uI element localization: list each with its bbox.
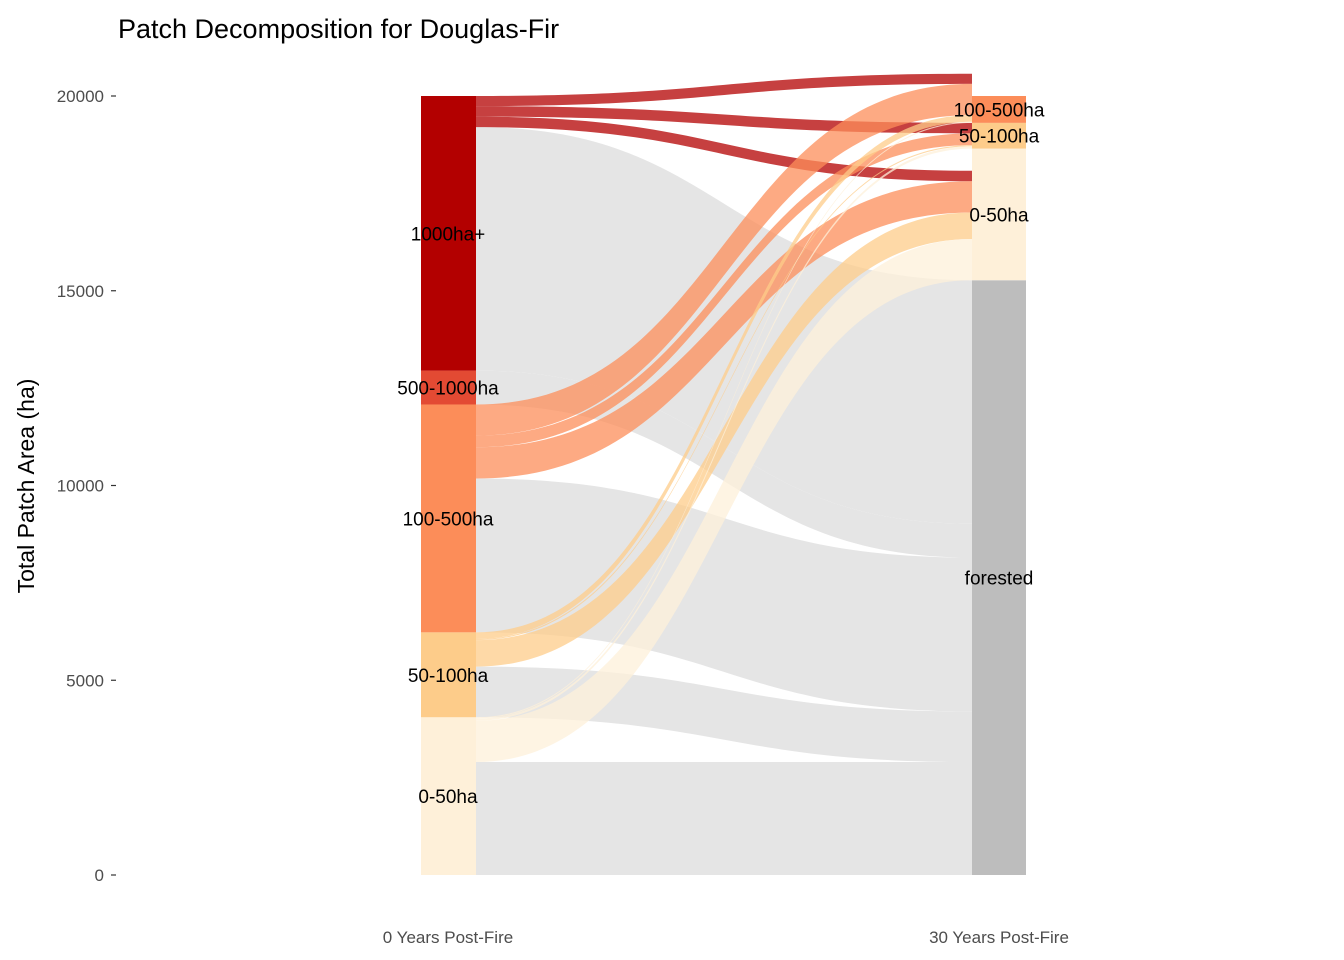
flow-100-500ha-to-100-500ha [476,83,972,436]
y-axis-title: Total Patch Area (ha) [13,379,39,594]
flows-layer [476,73,972,875]
flow-50-100ha-to-50-100ha [476,145,972,641]
y-tick-label: 20000 [57,87,104,106]
x-axis-label-0-years-post-fire: 0 Years Post-Fire [383,928,513,947]
flow-1000ha-to-100-500ha [476,73,972,107]
flow-500-1000ha-to-forested [476,370,972,558]
stratum-0-years-post-fire-100-500ha [421,404,476,633]
flow-0-50ha-to-0-50ha [476,238,972,763]
flow-100-500ha-to-50-100ha [476,133,972,448]
flow-0-50ha-to-100-500ha [476,121,972,719]
stratum-0-years-post-fire-0-50ha [421,717,476,875]
stratum-30-years-post-fire-50-100ha [972,122,1026,149]
flow-1000ha-to-0-50ha [476,116,972,182]
stratum-30-years-post-fire-forested [972,280,1026,875]
flow-100-500ha-to-forested [476,478,972,712]
stratum-label-30-years-post-fire-forested: forested [965,569,1034,590]
stratum-0-years-post-fire-1000ha [421,96,476,371]
flow-0-50ha-to-50-100ha [476,146,972,721]
stratum-30-years-post-fire-0-50ha [972,148,1026,281]
stratum-0-years-post-fire-500-1000ha [421,370,476,405]
stratum-30-years-post-fire-100-500ha [972,96,1026,123]
stratum-label-0-years-post-fire-1000ha: 1000ha+ [411,224,486,245]
flow-50-100ha-to-100-500ha [476,115,972,639]
y-tick-label: 0 [95,866,104,885]
stratum-label-0-years-post-fire-500-1000ha: 500-1000ha [397,379,499,400]
flow-50-100ha-to-0-50ha [476,212,972,667]
x-axis: 0 Years Post-Fire 30 Years Post-Fire [383,928,1069,947]
y-tick-label: 5000 [66,671,104,690]
y-tick-label: 15000 [57,282,104,301]
chart-title: Patch Decomposition for Douglas-Fir [118,14,559,44]
stratum-label-30-years-post-fire-100-500ha: 100-500ha [954,100,1045,121]
stratum-label-30-years-post-fire-0-50ha: 0-50ha [969,205,1029,226]
x-axis-label-30-years-post-fire: 30 Years Post-Fire [929,928,1069,947]
stratum-0-years-post-fire-50-100ha [421,632,476,718]
strata-layer: 0-50ha 50-100ha 100-500ha 500-1000ha 1000ha+… [397,96,1045,875]
flow-0-50ha-to-forested [476,762,972,875]
y-tick-label: 10000 [57,477,104,496]
y-axis: 0 5000 10000 15000 20000 [57,87,116,885]
stratum-label-0-years-post-fire-100-500ha: 100-500ha [403,509,494,530]
stratum-label-0-years-post-fire-0-50ha: 0-50ha [418,787,478,808]
flow-100-500ha-to-0-50ha [476,181,972,479]
stratum-label-30-years-post-fire-50-100ha: 50-100ha [959,127,1040,148]
stratum-label-0-years-post-fire-50-100ha: 50-100ha [408,666,489,687]
